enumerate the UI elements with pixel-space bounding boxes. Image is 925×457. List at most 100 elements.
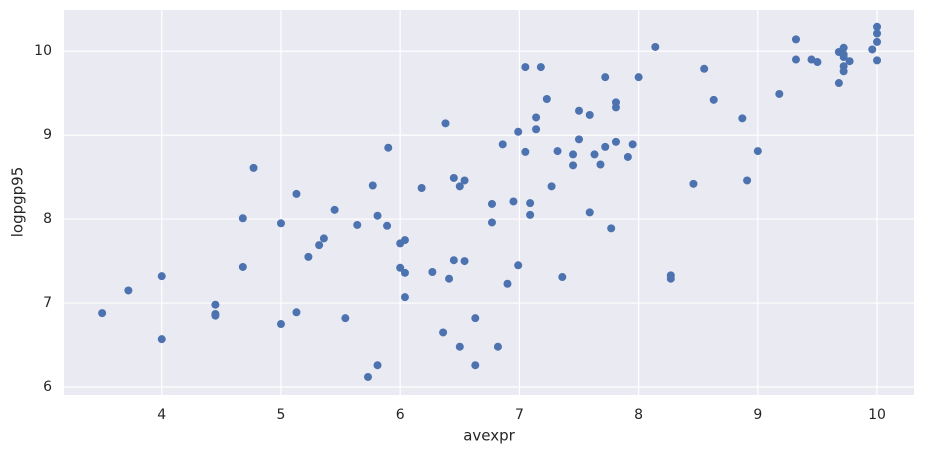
x-tick-label: 4 [157, 407, 166, 423]
y-tick-label: 8 [43, 211, 52, 227]
point [596, 160, 605, 169]
point [611, 137, 620, 146]
point [157, 272, 166, 281]
point [276, 219, 285, 228]
point [368, 181, 377, 190]
point [868, 45, 877, 54]
point [449, 256, 458, 265]
x-tick-label: 9 [753, 407, 762, 423]
point [542, 95, 551, 104]
x-tick-label: 5 [277, 407, 286, 423]
point [532, 113, 541, 122]
point [575, 106, 584, 115]
point [585, 110, 594, 119]
point [498, 140, 507, 149]
point [521, 147, 530, 156]
point [509, 197, 518, 206]
point [873, 56, 882, 65]
point [651, 42, 660, 51]
point [396, 263, 405, 272]
point [775, 89, 784, 98]
x-tick-label: 8 [634, 407, 643, 423]
y-tick-label: 10 [34, 43, 52, 59]
point [503, 279, 512, 288]
point [304, 252, 313, 261]
point [315, 241, 324, 250]
point [611, 103, 620, 112]
point [341, 314, 350, 323]
point [124, 286, 133, 295]
point [791, 35, 800, 44]
point [738, 114, 747, 123]
point [743, 176, 752, 185]
point [839, 53, 848, 62]
point [536, 63, 545, 72]
point [445, 274, 454, 283]
point [873, 37, 882, 46]
point [487, 218, 496, 227]
point [417, 184, 426, 193]
point [455, 342, 464, 351]
point [353, 220, 362, 229]
point [532, 125, 541, 134]
point [441, 119, 450, 128]
point [373, 211, 382, 220]
point [471, 361, 480, 370]
point [526, 199, 535, 208]
point [428, 267, 437, 276]
point [211, 300, 220, 309]
point [634, 73, 643, 82]
point [292, 308, 301, 317]
point [873, 22, 882, 31]
point [400, 293, 409, 302]
point [514, 127, 523, 136]
point [590, 150, 599, 159]
point [553, 147, 562, 156]
point [753, 147, 762, 156]
y-tick-label: 6 [43, 379, 52, 395]
point [319, 234, 328, 243]
point [383, 221, 392, 230]
point [276, 320, 285, 329]
y-tick-label: 9 [43, 127, 52, 143]
point [873, 29, 882, 38]
point [601, 142, 610, 151]
point [791, 55, 800, 64]
point [839, 43, 848, 52]
point [238, 214, 247, 223]
point [98, 309, 107, 318]
point [211, 311, 220, 320]
x-axis-label: avexpr [463, 427, 515, 445]
point [521, 63, 530, 72]
point [449, 173, 458, 182]
y-axis-label: logpgp95 [9, 167, 27, 238]
point [700, 64, 709, 73]
point [845, 57, 854, 66]
point [238, 262, 247, 271]
x-tick-label: 7 [515, 407, 524, 423]
x-tick-label: 10 [868, 407, 886, 423]
point [493, 342, 502, 351]
point [460, 176, 469, 185]
point [439, 328, 448, 337]
point [689, 179, 698, 188]
point [547, 182, 556, 191]
point [384, 143, 393, 152]
point [839, 67, 848, 76]
point [471, 314, 480, 323]
point [400, 268, 409, 277]
point [585, 208, 594, 217]
point [709, 95, 718, 104]
point [157, 335, 166, 344]
point [330, 205, 339, 214]
point [373, 361, 382, 370]
point [575, 135, 584, 144]
point [607, 224, 616, 233]
point [514, 261, 523, 270]
point [628, 140, 637, 149]
point [834, 79, 843, 88]
point [601, 73, 610, 82]
point [292, 189, 301, 198]
point [487, 199, 496, 208]
